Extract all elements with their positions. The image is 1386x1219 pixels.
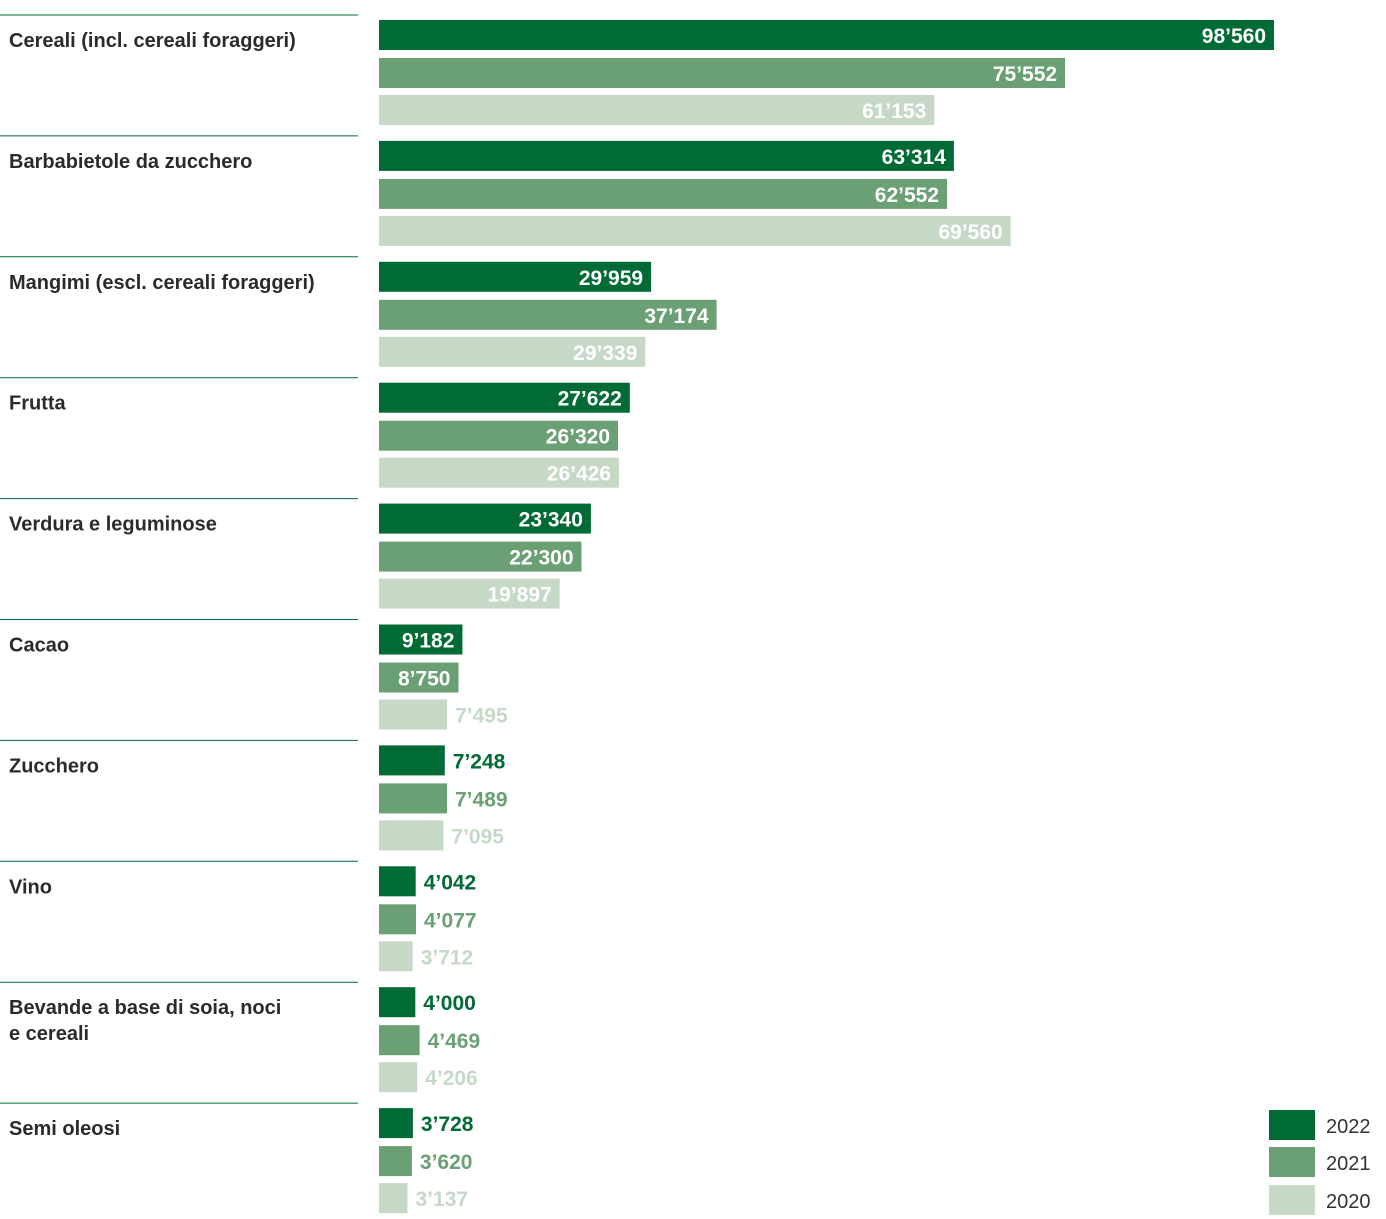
legend-swatch-2020	[1269, 1185, 1315, 1215]
value-label-2020: 4’206	[425, 1067, 478, 1090]
bar-2021	[379, 1025, 420, 1056]
legend-label-2021: 2021	[1326, 1153, 1371, 1175]
bar-2021	[379, 541, 582, 572]
value-label-2022: 98’560	[1202, 25, 1266, 48]
category-separators	[0, 14, 358, 1104]
category-label: Bevande a base di soia, noci e cereali	[9, 997, 281, 1045]
value-label-2022: 9’182	[402, 630, 455, 653]
bar-2020	[379, 215, 1011, 246]
bar-2021	[379, 420, 618, 451]
bar-2022	[379, 503, 591, 534]
bar-2021	[379, 58, 1066, 88]
value-label-2022: 4’042	[424, 871, 477, 894]
legend-swatch-2021	[1269, 1147, 1315, 1177]
value-label-2020: 7’095	[451, 825, 504, 848]
value-label-2020: 19’897	[487, 584, 551, 607]
category-label: Vino	[9, 876, 52, 898]
category-label: Cacao	[9, 635, 69, 657]
value-label-2020: 7’495	[455, 705, 508, 728]
bar-2022	[379, 382, 630, 413]
bar-2022	[379, 20, 1274, 50]
value-label-2021: 3’620	[420, 1151, 473, 1174]
legend-label-2022: 2022	[1326, 1116, 1371, 1138]
value-label-2022: 63’314	[882, 146, 947, 169]
value-label-2021: 22’300	[509, 547, 573, 570]
value-label-2021: 26’320	[546, 426, 610, 449]
value-label-2021: 7’489	[455, 788, 508, 811]
bar-2022	[379, 261, 652, 292]
category-label: Cereali (incl. cereali foraggeri)	[9, 30, 296, 52]
bar-2021	[379, 904, 416, 935]
value-label-2022: 7’248	[453, 750, 506, 773]
bar-2020	[379, 1183, 408, 1214]
value-label-2020: 29’339	[573, 342, 637, 365]
value-label-2020: 26’426	[547, 463, 611, 486]
value-label-2022: 29’959	[579, 267, 643, 290]
bar-2021	[379, 178, 947, 209]
bar-2020	[379, 336, 646, 367]
bar-2020	[379, 457, 619, 488]
value-label-2022: 3’728	[421, 1113, 474, 1136]
category-label: Semi oleosi	[9, 1118, 120, 1140]
bar-2021	[379, 1146, 412, 1177]
bar-2022	[379, 987, 416, 1018]
bar-2021	[379, 783, 447, 814]
value-label-2021: 62’552	[875, 184, 939, 207]
value-label-2020: 69’560	[938, 221, 1002, 244]
bar-2022	[379, 1108, 413, 1139]
value-label-2021: 4’469	[428, 1030, 481, 1053]
category-label: Mangimi (escl. cereali foraggeri)	[9, 272, 315, 294]
bar-2022	[379, 140, 954, 171]
category-label: Zucchero	[9, 755, 99, 777]
category-label: Barbabietole da zucchero	[9, 151, 252, 173]
value-label-2021: 37’174	[644, 305, 709, 328]
value-label-2020: 3’137	[416, 1188, 469, 1211]
bar-2022	[379, 624, 463, 655]
bar-2022	[379, 866, 416, 897]
value-label-2020: 61’153	[862, 100, 926, 123]
legend-swatch-2022	[1269, 1110, 1315, 1140]
legend: 2022 2021 2020	[1269, 1110, 1371, 1215]
bar-2021	[379, 299, 717, 330]
bar-2020	[379, 699, 448, 730]
category-label: Frutta	[9, 393, 67, 415]
value-labels: 98’560 75’552 61’153 63’314 62’552 69’560 29’9…	[398, 25, 1266, 1211]
bar-2020	[379, 941, 413, 972]
value-label-2022: 4’000	[423, 992, 476, 1015]
value-label-2022: 23’340	[519, 509, 583, 532]
value-label-2022: 27’622	[558, 388, 622, 411]
value-label-2021: 8’750	[398, 668, 451, 691]
legend-label-2020: 2020	[1326, 1191, 1371, 1213]
bar-2020	[379, 1062, 418, 1093]
value-label-2021: 4’077	[424, 909, 477, 932]
bar-2022	[379, 745, 445, 776]
bars	[379, 20, 1274, 1214]
category-labels: Cereali (incl. cereali foraggeri) Barbabi…	[9, 30, 315, 1140]
bar-2020	[379, 820, 444, 851]
category-label: Verdura e leguminose	[9, 514, 217, 536]
bar-2021	[379, 662, 459, 693]
bar-2020	[379, 95, 935, 125]
value-label-2020: 3’712	[421, 946, 474, 969]
value-label-2021: 75’552	[993, 63, 1057, 86]
bar-2020	[379, 578, 560, 609]
